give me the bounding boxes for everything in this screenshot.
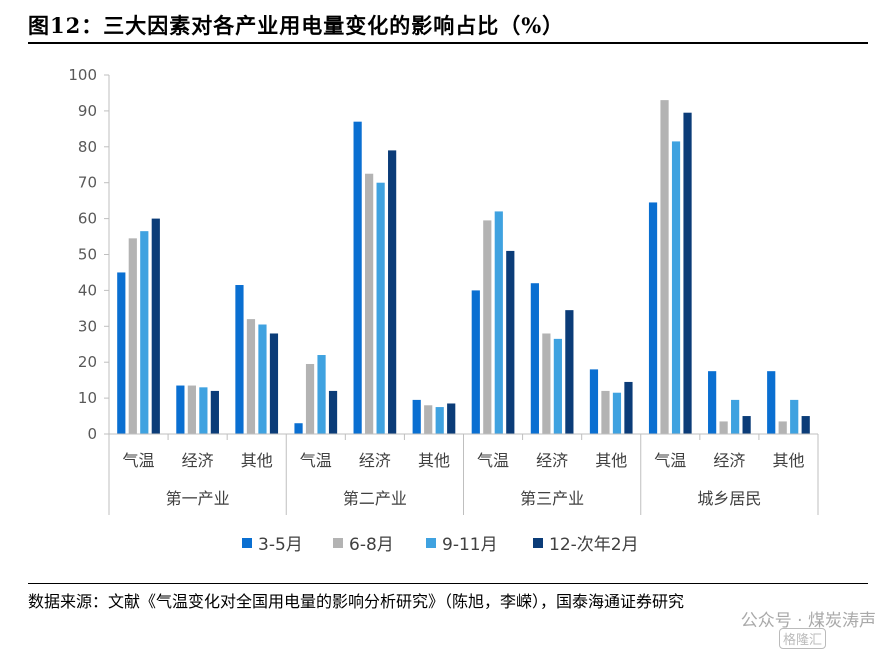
x-category-label: 经济 — [713, 451, 745, 470]
bar — [494, 211, 503, 434]
source-note: 数据来源：文献《气温变化对全国用电量的影响分析研究》（陈旭，李嵘），国泰海通证券… — [28, 592, 685, 611]
bar — [530, 283, 539, 434]
bar — [565, 310, 574, 434]
bar — [612, 392, 622, 434]
x-group-label: 城乡居民 — [697, 489, 761, 508]
bar — [305, 363, 315, 434]
bar — [117, 272, 126, 434]
y-tick-label: 20 — [78, 353, 97, 371]
title-divider — [28, 42, 868, 44]
legend: 3-5月 6-8月 9-11月 12-次年2月 — [242, 535, 639, 555]
x-category-label: 经济 — [536, 451, 568, 470]
x-category-label: 其他 — [241, 451, 273, 470]
bar — [353, 121, 362, 435]
bar — [424, 405, 433, 434]
bar — [140, 231, 149, 434]
bar — [365, 173, 374, 434]
bar — [553, 338, 562, 434]
bar — [294, 423, 303, 434]
bar — [246, 319, 256, 434]
bar — [683, 112, 692, 434]
bar — [648, 202, 658, 434]
bar — [719, 421, 728, 434]
bar — [199, 387, 208, 434]
y-tick-label: 10 — [78, 389, 97, 407]
x-category-label: 气温 — [300, 451, 332, 470]
bar — [151, 218, 160, 434]
x-group-label: 第一产业 — [166, 489, 230, 508]
bar — [624, 381, 633, 434]
legend-swatch — [242, 538, 252, 548]
y-tick-label: 80 — [78, 138, 97, 156]
watermark-mark: 格隆汇 — [778, 628, 826, 649]
legend-swatch — [533, 538, 543, 548]
x-group-label: 第二产业 — [343, 489, 407, 508]
bar — [376, 182, 385, 434]
y-tick-label: 90 — [78, 102, 97, 120]
y-tick-label: 40 — [78, 281, 97, 299]
bar — [447, 403, 456, 434]
x-category-label: 经济 — [359, 451, 391, 470]
bar — [708, 371, 717, 434]
bar — [388, 150, 397, 434]
x-group-label: 第三产业 — [520, 489, 584, 508]
x-category-label: 气温 — [654, 451, 686, 470]
y-tick-label: 100 — [68, 66, 97, 84]
y-tick-label: 60 — [78, 210, 97, 228]
bar — [471, 290, 480, 434]
x-category-label: 经济 — [182, 451, 214, 470]
y-tick-label: 30 — [78, 317, 97, 335]
x-category-label: 其他 — [772, 451, 804, 470]
legend-label: 12-次年2月 — [549, 535, 639, 555]
bar — [187, 385, 196, 434]
x-category-label: 其他 — [595, 451, 627, 470]
bar — [731, 399, 740, 434]
y-axis: 0 10 20 30 40 50 60 70 80 90 100 — [68, 66, 110, 443]
x-category-label: 其他 — [418, 451, 450, 470]
watermark: 公众号 · 煤炭涛声 — [740, 611, 876, 631]
legend-label: 3-5月 — [258, 535, 303, 555]
bar — [483, 220, 492, 434]
legend-label: 9-11月 — [442, 535, 498, 555]
bar — [542, 333, 551, 434]
bar — [412, 399, 421, 434]
bar — [767, 371, 776, 434]
bar — [435, 407, 444, 434]
legend-label: 6-8月 — [349, 535, 394, 555]
legend-swatch — [333, 538, 343, 548]
bar — [506, 250, 515, 434]
bar — [258, 324, 267, 434]
bar — [801, 416, 810, 434]
y-tick-label: 0 — [87, 425, 97, 443]
bar — [269, 333, 279, 434]
legend-swatch — [426, 538, 436, 548]
chart-title: 图12：三大因素对各产业用电量变化的影响占比（%） — [28, 13, 565, 38]
bar — [790, 399, 799, 434]
bar — [601, 390, 610, 434]
y-tick-label: 50 — [78, 246, 97, 264]
bar — [660, 100, 669, 434]
bar — [317, 355, 326, 434]
bar — [176, 385, 185, 434]
bar — [589, 369, 599, 434]
x-category-label: 气温 — [123, 451, 155, 470]
bar — [235, 285, 244, 434]
x-category-label: 气温 — [477, 451, 509, 470]
bar — [742, 416, 751, 434]
bars — [117, 100, 810, 435]
bar — [210, 390, 219, 434]
bar — [128, 238, 137, 434]
bar — [671, 141, 681, 435]
y-tick-label: 70 — [78, 174, 97, 192]
source-divider — [28, 583, 868, 584]
bar — [778, 421, 787, 434]
bar — [328, 390, 338, 434]
